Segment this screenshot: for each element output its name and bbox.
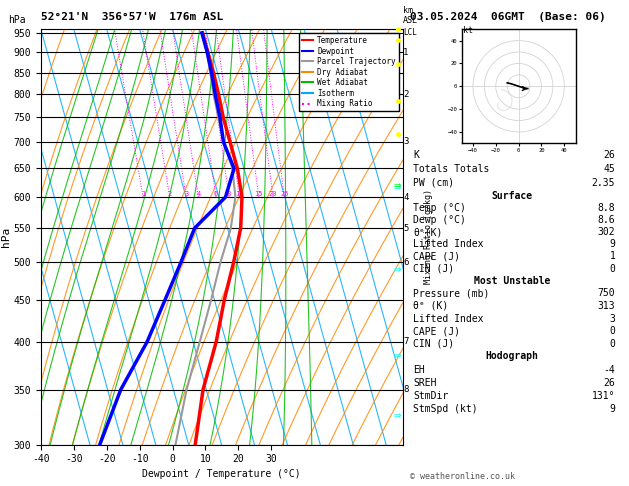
Text: 8.6: 8.6 bbox=[598, 215, 615, 225]
X-axis label: Dewpoint / Temperature (°C): Dewpoint / Temperature (°C) bbox=[142, 469, 301, 479]
Text: Totals Totals: Totals Totals bbox=[413, 164, 489, 174]
Text: ⇒: ⇒ bbox=[394, 410, 401, 423]
Text: 1: 1 bbox=[610, 251, 615, 261]
Text: 4: 4 bbox=[403, 192, 409, 202]
Text: Pressure (mb): Pressure (mb) bbox=[413, 288, 489, 298]
Text: Temp (°C): Temp (°C) bbox=[413, 203, 466, 213]
Text: CIN (J): CIN (J) bbox=[413, 339, 454, 348]
Text: θᵉ (K): θᵉ (K) bbox=[413, 301, 448, 311]
Text: 750: 750 bbox=[598, 288, 615, 298]
Text: 15: 15 bbox=[255, 191, 263, 197]
Text: km
ASL: km ASL bbox=[403, 6, 418, 25]
Text: SREH: SREH bbox=[413, 378, 437, 388]
Text: 1: 1 bbox=[403, 48, 409, 57]
Text: 2: 2 bbox=[403, 90, 409, 99]
Text: K: K bbox=[413, 150, 419, 160]
Text: 03.05.2024  06GMT  (Base: 06): 03.05.2024 06GMT (Base: 06) bbox=[410, 12, 606, 22]
Text: 0: 0 bbox=[610, 339, 615, 348]
Text: ●: ● bbox=[396, 130, 401, 139]
Text: Mixing Ratio (g/kg): Mixing Ratio (g/kg) bbox=[424, 190, 433, 284]
Text: 26: 26 bbox=[603, 378, 615, 388]
Text: ⇒: ⇒ bbox=[394, 349, 401, 362]
Text: 302: 302 bbox=[598, 227, 615, 237]
Text: Dewp (°C): Dewp (°C) bbox=[413, 215, 466, 225]
Text: hPa: hPa bbox=[8, 15, 26, 25]
Text: CIN (J): CIN (J) bbox=[413, 263, 454, 274]
Text: 20: 20 bbox=[269, 191, 277, 197]
Text: 9: 9 bbox=[610, 239, 615, 249]
Text: 8: 8 bbox=[227, 191, 231, 197]
Text: ●: ● bbox=[396, 25, 401, 35]
Text: ●: ● bbox=[396, 36, 401, 45]
Text: 5: 5 bbox=[403, 224, 409, 233]
Text: 2.35: 2.35 bbox=[592, 178, 615, 188]
Text: PW (cm): PW (cm) bbox=[413, 178, 454, 188]
Text: 52°21'N  356°57'W  176m ASL: 52°21'N 356°57'W 176m ASL bbox=[41, 12, 223, 22]
Text: 8: 8 bbox=[403, 385, 409, 394]
Text: 26: 26 bbox=[603, 150, 615, 160]
Text: EH: EH bbox=[413, 364, 425, 375]
Text: ●: ● bbox=[396, 60, 401, 69]
Text: 1: 1 bbox=[141, 191, 145, 197]
Text: 45: 45 bbox=[603, 164, 615, 174]
Text: 4: 4 bbox=[196, 191, 201, 197]
Text: CAPE (J): CAPE (J) bbox=[413, 326, 460, 336]
Text: ●: ● bbox=[396, 97, 401, 105]
Text: ⇒: ⇒ bbox=[394, 182, 401, 195]
Text: 6: 6 bbox=[403, 258, 409, 267]
Text: ⇒: ⇒ bbox=[394, 179, 401, 192]
Text: Hodograph: Hodograph bbox=[486, 351, 538, 362]
Text: 25: 25 bbox=[280, 191, 289, 197]
Text: LCL: LCL bbox=[403, 28, 417, 37]
Text: 10: 10 bbox=[235, 191, 243, 197]
Text: θᵉ(K): θᵉ(K) bbox=[413, 227, 442, 237]
Text: 6: 6 bbox=[214, 191, 218, 197]
Text: -4: -4 bbox=[603, 364, 615, 375]
Text: StmSpd (kt): StmSpd (kt) bbox=[413, 404, 477, 414]
Text: 313: 313 bbox=[598, 301, 615, 311]
Text: © weatheronline.co.uk: © weatheronline.co.uk bbox=[410, 472, 515, 481]
Text: 0: 0 bbox=[610, 263, 615, 274]
Y-axis label: hPa: hPa bbox=[1, 227, 11, 247]
Text: 3: 3 bbox=[403, 138, 409, 146]
Text: StmDir: StmDir bbox=[413, 391, 448, 401]
Text: 8.8: 8.8 bbox=[598, 203, 615, 213]
Text: Lifted Index: Lifted Index bbox=[413, 313, 484, 324]
Text: 7: 7 bbox=[403, 337, 409, 347]
Text: Most Unstable: Most Unstable bbox=[474, 276, 550, 286]
Text: 3: 3 bbox=[610, 313, 615, 324]
Text: CAPE (J): CAPE (J) bbox=[413, 251, 460, 261]
Text: kt: kt bbox=[463, 26, 472, 35]
Text: Surface: Surface bbox=[491, 191, 533, 201]
Text: 0: 0 bbox=[610, 326, 615, 336]
Text: 131°: 131° bbox=[592, 391, 615, 401]
Text: 9: 9 bbox=[610, 404, 615, 414]
Text: 2: 2 bbox=[167, 191, 172, 197]
Text: ⇒: ⇒ bbox=[394, 263, 401, 276]
Legend: Temperature, Dewpoint, Parcel Trajectory, Dry Adiabat, Wet Adiabat, Isotherm, Mi: Temperature, Dewpoint, Parcel Trajectory… bbox=[299, 33, 399, 111]
Text: 3: 3 bbox=[184, 191, 188, 197]
Text: Lifted Index: Lifted Index bbox=[413, 239, 484, 249]
